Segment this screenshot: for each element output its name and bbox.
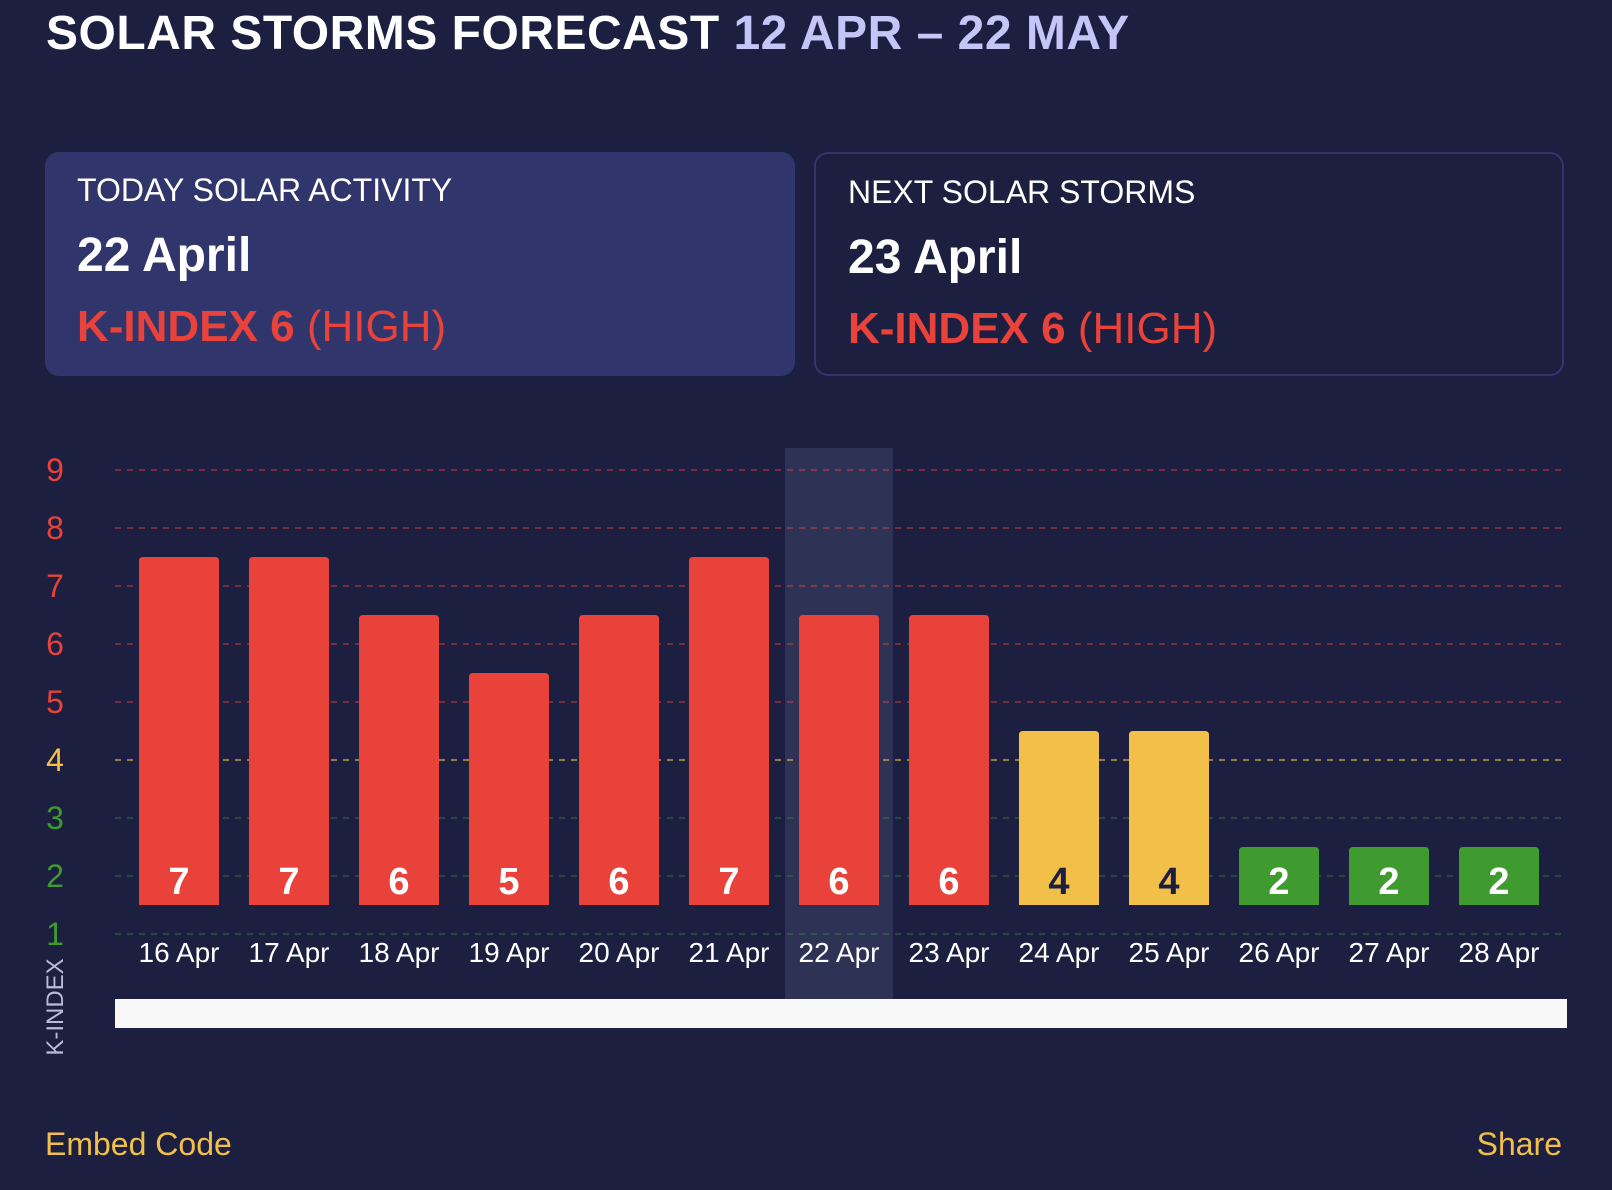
- today-k-value: K-INDEX 6: [77, 302, 295, 351]
- y-tick-label: 8: [46, 510, 64, 546]
- today-card-date: 22 April: [77, 229, 252, 282]
- bar-21-apr[interactable]: [689, 557, 769, 905]
- x-tick-label: 22 Apr: [799, 937, 880, 968]
- next-k-level: (HIGH): [1077, 304, 1218, 353]
- x-tick-label: 21 Apr: [689, 937, 770, 968]
- y-tick-label: 5: [46, 684, 64, 720]
- bar-value-label: 2: [1488, 861, 1509, 903]
- x-tick-label: 20 Apr: [579, 937, 660, 968]
- y-tick-label: 3: [46, 800, 64, 836]
- bar-27-apr[interactable]: [1349, 847, 1429, 905]
- x-tick-label: 18 Apr: [359, 937, 440, 968]
- bar-value-label: 7: [718, 861, 739, 903]
- today-k-index: K-INDEX 6 (HIGH): [77, 302, 446, 352]
- today-card-label: TODAY SOLAR ACTIVITY: [77, 172, 453, 208]
- y-tick-label: 9: [46, 452, 64, 488]
- today-k-level: (HIGH): [306, 302, 447, 351]
- bar-17-apr[interactable]: [249, 557, 329, 905]
- bar-value-label: 2: [1268, 861, 1289, 903]
- bar-23-apr[interactable]: [909, 615, 989, 905]
- y-tick-label: 7: [46, 568, 64, 604]
- share-link[interactable]: Share: [1476, 1126, 1562, 1162]
- bar-24-apr[interactable]: [1019, 731, 1099, 905]
- y-tick-label: 2: [46, 858, 64, 894]
- x-tick-label: 26 Apr: [1239, 937, 1320, 968]
- x-tick-label: 25 Apr: [1129, 937, 1210, 968]
- bar-28-apr[interactable]: [1459, 847, 1539, 905]
- next-k-value: K-INDEX 6: [848, 304, 1066, 353]
- y-tick-label: 1: [46, 916, 64, 952]
- k-index-bar-chart: 1 2 3 4 5 6 7 8 9 7 16 Apr 7 17 Apr 6 18 Apr 5 19 Apr 6 20…: [42, 448, 1567, 1056]
- range-scrollbar[interactable]: [115, 999, 1567, 1028]
- x-tick-label: 16 Apr: [139, 937, 220, 968]
- next-k-index: K-INDEX 6 (HIGH): [848, 304, 1217, 354]
- bar-value-label: 6: [828, 861, 849, 903]
- bar-26-apr[interactable]: [1239, 847, 1319, 905]
- bar-20-apr[interactable]: [579, 615, 659, 905]
- bar-value-label: 4: [1048, 861, 1069, 903]
- x-tick-label: 23 Apr: [909, 937, 990, 968]
- next-card-date: 23 April: [848, 231, 1023, 284]
- bar-25-apr[interactable]: [1129, 731, 1209, 905]
- bar-value-label: 6: [938, 861, 959, 903]
- bar-18-apr[interactable]: [359, 615, 439, 905]
- x-tick-label: 17 Apr: [249, 937, 330, 968]
- y-axis-title: K-INDEX: [42, 958, 69, 1055]
- bar-value-label: 6: [608, 861, 629, 903]
- x-tick-label: 28 Apr: [1459, 937, 1540, 968]
- date-range: 12 APR – 22 MAY: [733, 7, 1130, 60]
- x-tick-label: 19 Apr: [469, 937, 550, 968]
- bar-value-label: 6: [388, 861, 409, 903]
- title-text: SOLAR STORMS FORECAST: [46, 7, 720, 60]
- bar-value-label: 2: [1378, 861, 1399, 903]
- next-storms-card: NEXT SOLAR STORMS 23 April K-INDEX 6 (HI…: [814, 152, 1564, 376]
- bar-value-label: 5: [498, 861, 519, 903]
- x-tick-label: 24 Apr: [1019, 937, 1100, 968]
- bar-value-label: 7: [168, 861, 189, 903]
- next-card-label: NEXT SOLAR STORMS: [848, 174, 1196, 210]
- y-tick-label: 6: [46, 626, 64, 662]
- bar-16-apr[interactable]: [139, 557, 219, 905]
- bar-value-label: 7: [278, 861, 299, 903]
- bar-value-label: 4: [1158, 861, 1179, 903]
- y-tick-label: 4: [46, 742, 64, 778]
- x-tick-label: 27 Apr: [1349, 937, 1430, 968]
- page-title: SOLAR STORMS FORECAST 12 APR – 22 MAY: [46, 6, 1130, 61]
- embed-code-link[interactable]: Embed Code: [45, 1126, 232, 1162]
- bar-19-apr[interactable]: [469, 673, 549, 905]
- bar-22-apr[interactable]: [799, 615, 879, 905]
- today-activity-card: TODAY SOLAR ACTIVITY 22 April K-INDEX 6 …: [45, 152, 795, 376]
